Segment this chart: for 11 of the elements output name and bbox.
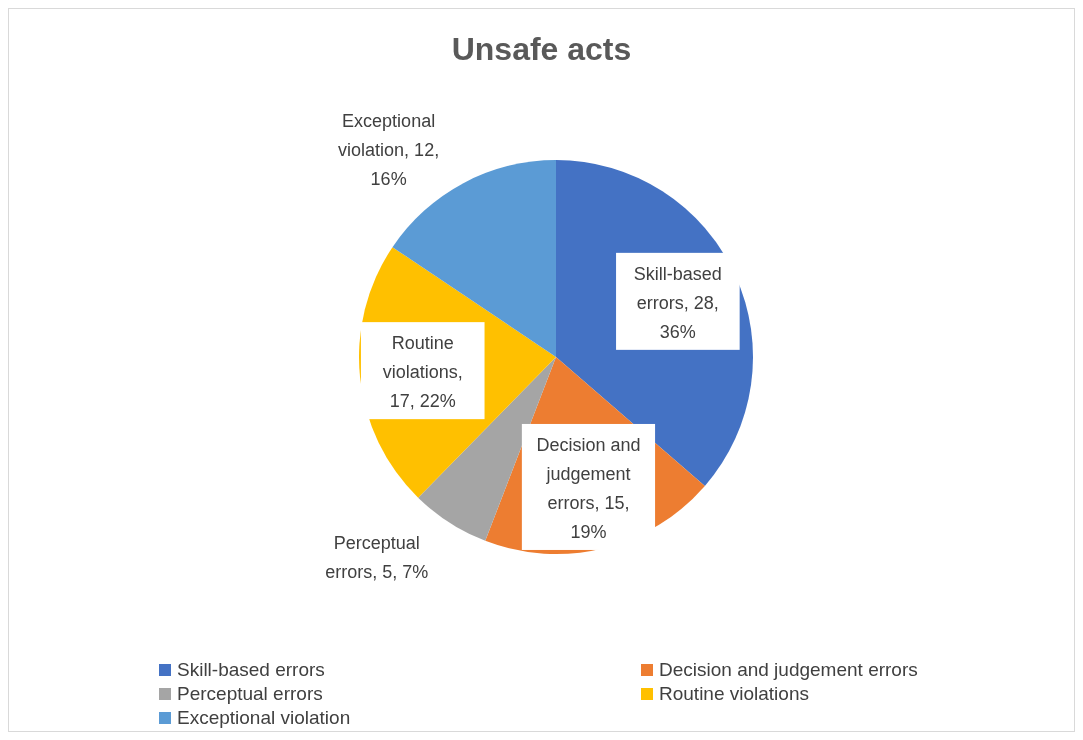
data-label: Decision and judgement errors, 15, 19% <box>536 434 641 542</box>
legend-label: Perceptual errors <box>177 683 323 705</box>
data-label: Routine violations, 17, 22% <box>382 333 463 412</box>
data-label: Exceptional violation, 12, 16% <box>338 110 440 189</box>
legend-label: Skill-based errors <box>177 659 325 681</box>
legend-label: Exceptional violation <box>177 707 351 729</box>
legend-label: Routine violations <box>659 683 809 705</box>
legend-label: Decision and judgement errors <box>659 659 918 681</box>
data-label: Perceptual errors, 5, 7% <box>325 532 429 582</box>
chart-title: Unsafe acts <box>450 31 633 68</box>
data-label: Skill-based errors, 28, 36% <box>633 263 722 342</box>
